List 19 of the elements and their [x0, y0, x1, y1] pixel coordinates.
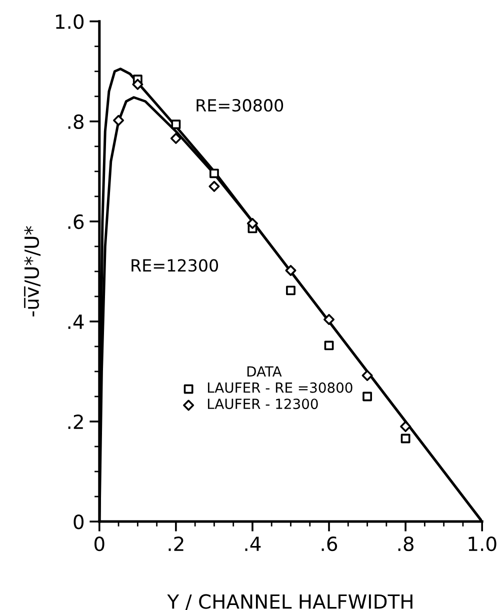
x-tick-label: .2: [168, 536, 184, 551]
annotation: RE=12300: [132, 259, 218, 272]
legend-label: LAUFER - RE =30800: [208, 382, 352, 393]
x-tick-label: 0: [94, 536, 104, 552]
y-tick-label: 1.0: [56, 14, 84, 30]
legend-label: LAUFER - 12300: [208, 398, 318, 410]
annotation: RE=30800: [196, 99, 284, 112]
y-tick-label: .8: [68, 114, 84, 130]
y-tick-label: .6: [68, 214, 84, 230]
y-tick-label: .4: [68, 314, 84, 329]
x-tick-label: .6: [322, 536, 338, 552]
x-tick-label: .4: [245, 536, 261, 551]
y-tick-label: 0: [74, 514, 84, 530]
x-tick-label: 1.0: [468, 536, 496, 552]
x-tick-label: .8: [398, 536, 414, 552]
y-axis-title: -u̅v̅/U*/U*: [24, 226, 41, 316]
x-axis-title: Y / CHANNEL HALFWIDTH: [167, 594, 412, 610]
y-tick-label: .2: [68, 414, 83, 429]
legend-title: DATA: [247, 366, 282, 376]
